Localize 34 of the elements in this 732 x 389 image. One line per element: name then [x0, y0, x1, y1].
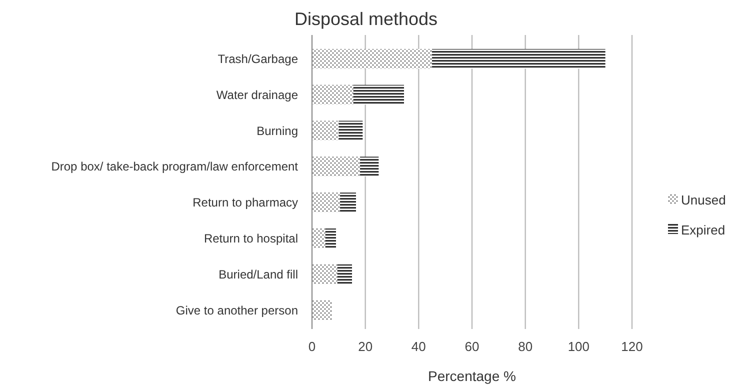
bar: [340, 192, 356, 212]
bar: [312, 84, 354, 105]
legend-label: Unused: [681, 192, 726, 208]
bar: [325, 228, 336, 248]
y-tick-label: Burning: [256, 124, 298, 138]
y-tick-label: Trash/Garbage: [218, 52, 298, 66]
bar: [312, 120, 339, 141]
x-tick-label: 80: [518, 339, 533, 354]
bar: [337, 264, 352, 284]
y-tick-label: Return to pharmacy: [192, 196, 298, 210]
y-tick-label: Return to hospital: [204, 232, 298, 246]
bar: [360, 156, 379, 176]
x-tick-label: 40: [411, 339, 426, 354]
x-tick-label: 0: [308, 339, 316, 354]
bar: [338, 120, 363, 141]
y-tick-label: Water drainage: [216, 88, 298, 102]
x-tick-label: 20: [358, 339, 373, 354]
chart-title: Disposal methods: [294, 9, 438, 29]
y-tick-label: Give to another person: [176, 303, 298, 318]
bar: [312, 192, 340, 212]
bar: [312, 156, 360, 176]
x-tick-label: 120: [621, 339, 643, 354]
y-tick-label: Buried/Land fill: [218, 267, 298, 282]
x-axis-title: Percentage %: [428, 368, 516, 384]
x-tick-label: 100: [568, 339, 590, 354]
bar: [312, 264, 338, 284]
bar: [312, 300, 332, 320]
legend-label: Expired: [681, 222, 726, 238]
x-tick-label: 60: [464, 339, 480, 354]
bar: [312, 48, 432, 69]
bar: [353, 84, 404, 105]
bar: [312, 228, 326, 248]
y-tick-label: Drop box/ take-back program/law enforcement: [51, 160, 299, 174]
bar: [432, 48, 606, 69]
